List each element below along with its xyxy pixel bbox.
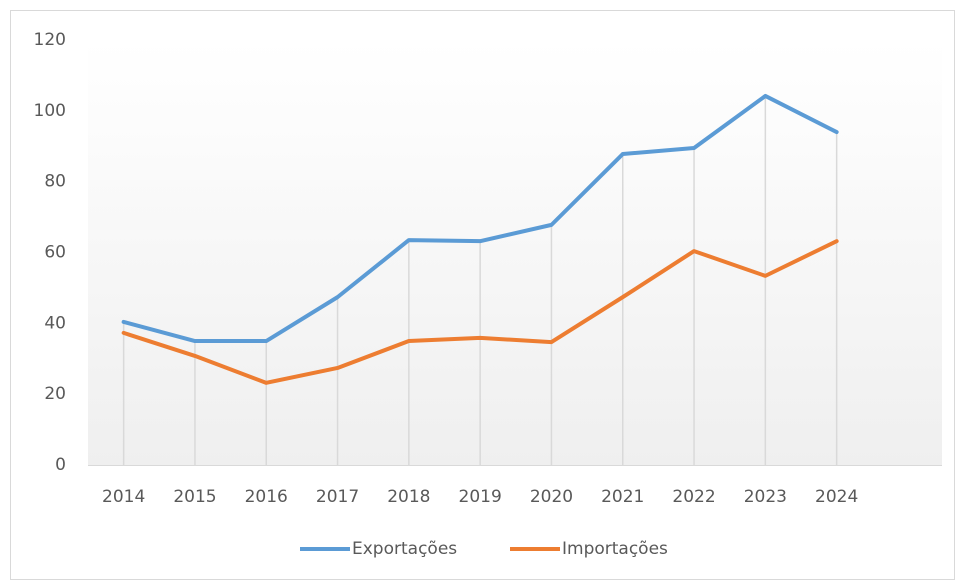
y-tick-label: 0 xyxy=(55,455,66,475)
x-tick-label: 2016 xyxy=(245,487,288,507)
y-tick-label: 40 xyxy=(44,313,66,333)
y-tick-label: 60 xyxy=(44,243,66,263)
y-tick-label: 100 xyxy=(34,101,66,121)
x-tick-label: 2023 xyxy=(744,487,787,507)
x-tick-label: 2024 xyxy=(815,487,858,507)
series-line xyxy=(121,239,839,385)
series-line xyxy=(121,93,839,344)
x-tick-label: 2017 xyxy=(316,487,359,507)
x-tick-label: 2022 xyxy=(672,487,715,507)
x-tick-label: 2015 xyxy=(173,487,216,507)
plot-area xyxy=(88,40,942,465)
y-tick-label: 120 xyxy=(34,30,66,50)
x-tick-label: 2021 xyxy=(601,487,644,507)
x-tick-label: 2018 xyxy=(387,487,430,507)
x-tick-label: 2014 xyxy=(102,487,145,507)
legend-label: Exportações xyxy=(352,539,457,559)
y-tick-label: 80 xyxy=(44,172,66,192)
x-tick-label: 2019 xyxy=(459,487,502,507)
y-tick-label: 20 xyxy=(44,384,66,404)
x-tick-label: 2020 xyxy=(530,487,573,507)
legend-label: Importações xyxy=(562,539,668,559)
